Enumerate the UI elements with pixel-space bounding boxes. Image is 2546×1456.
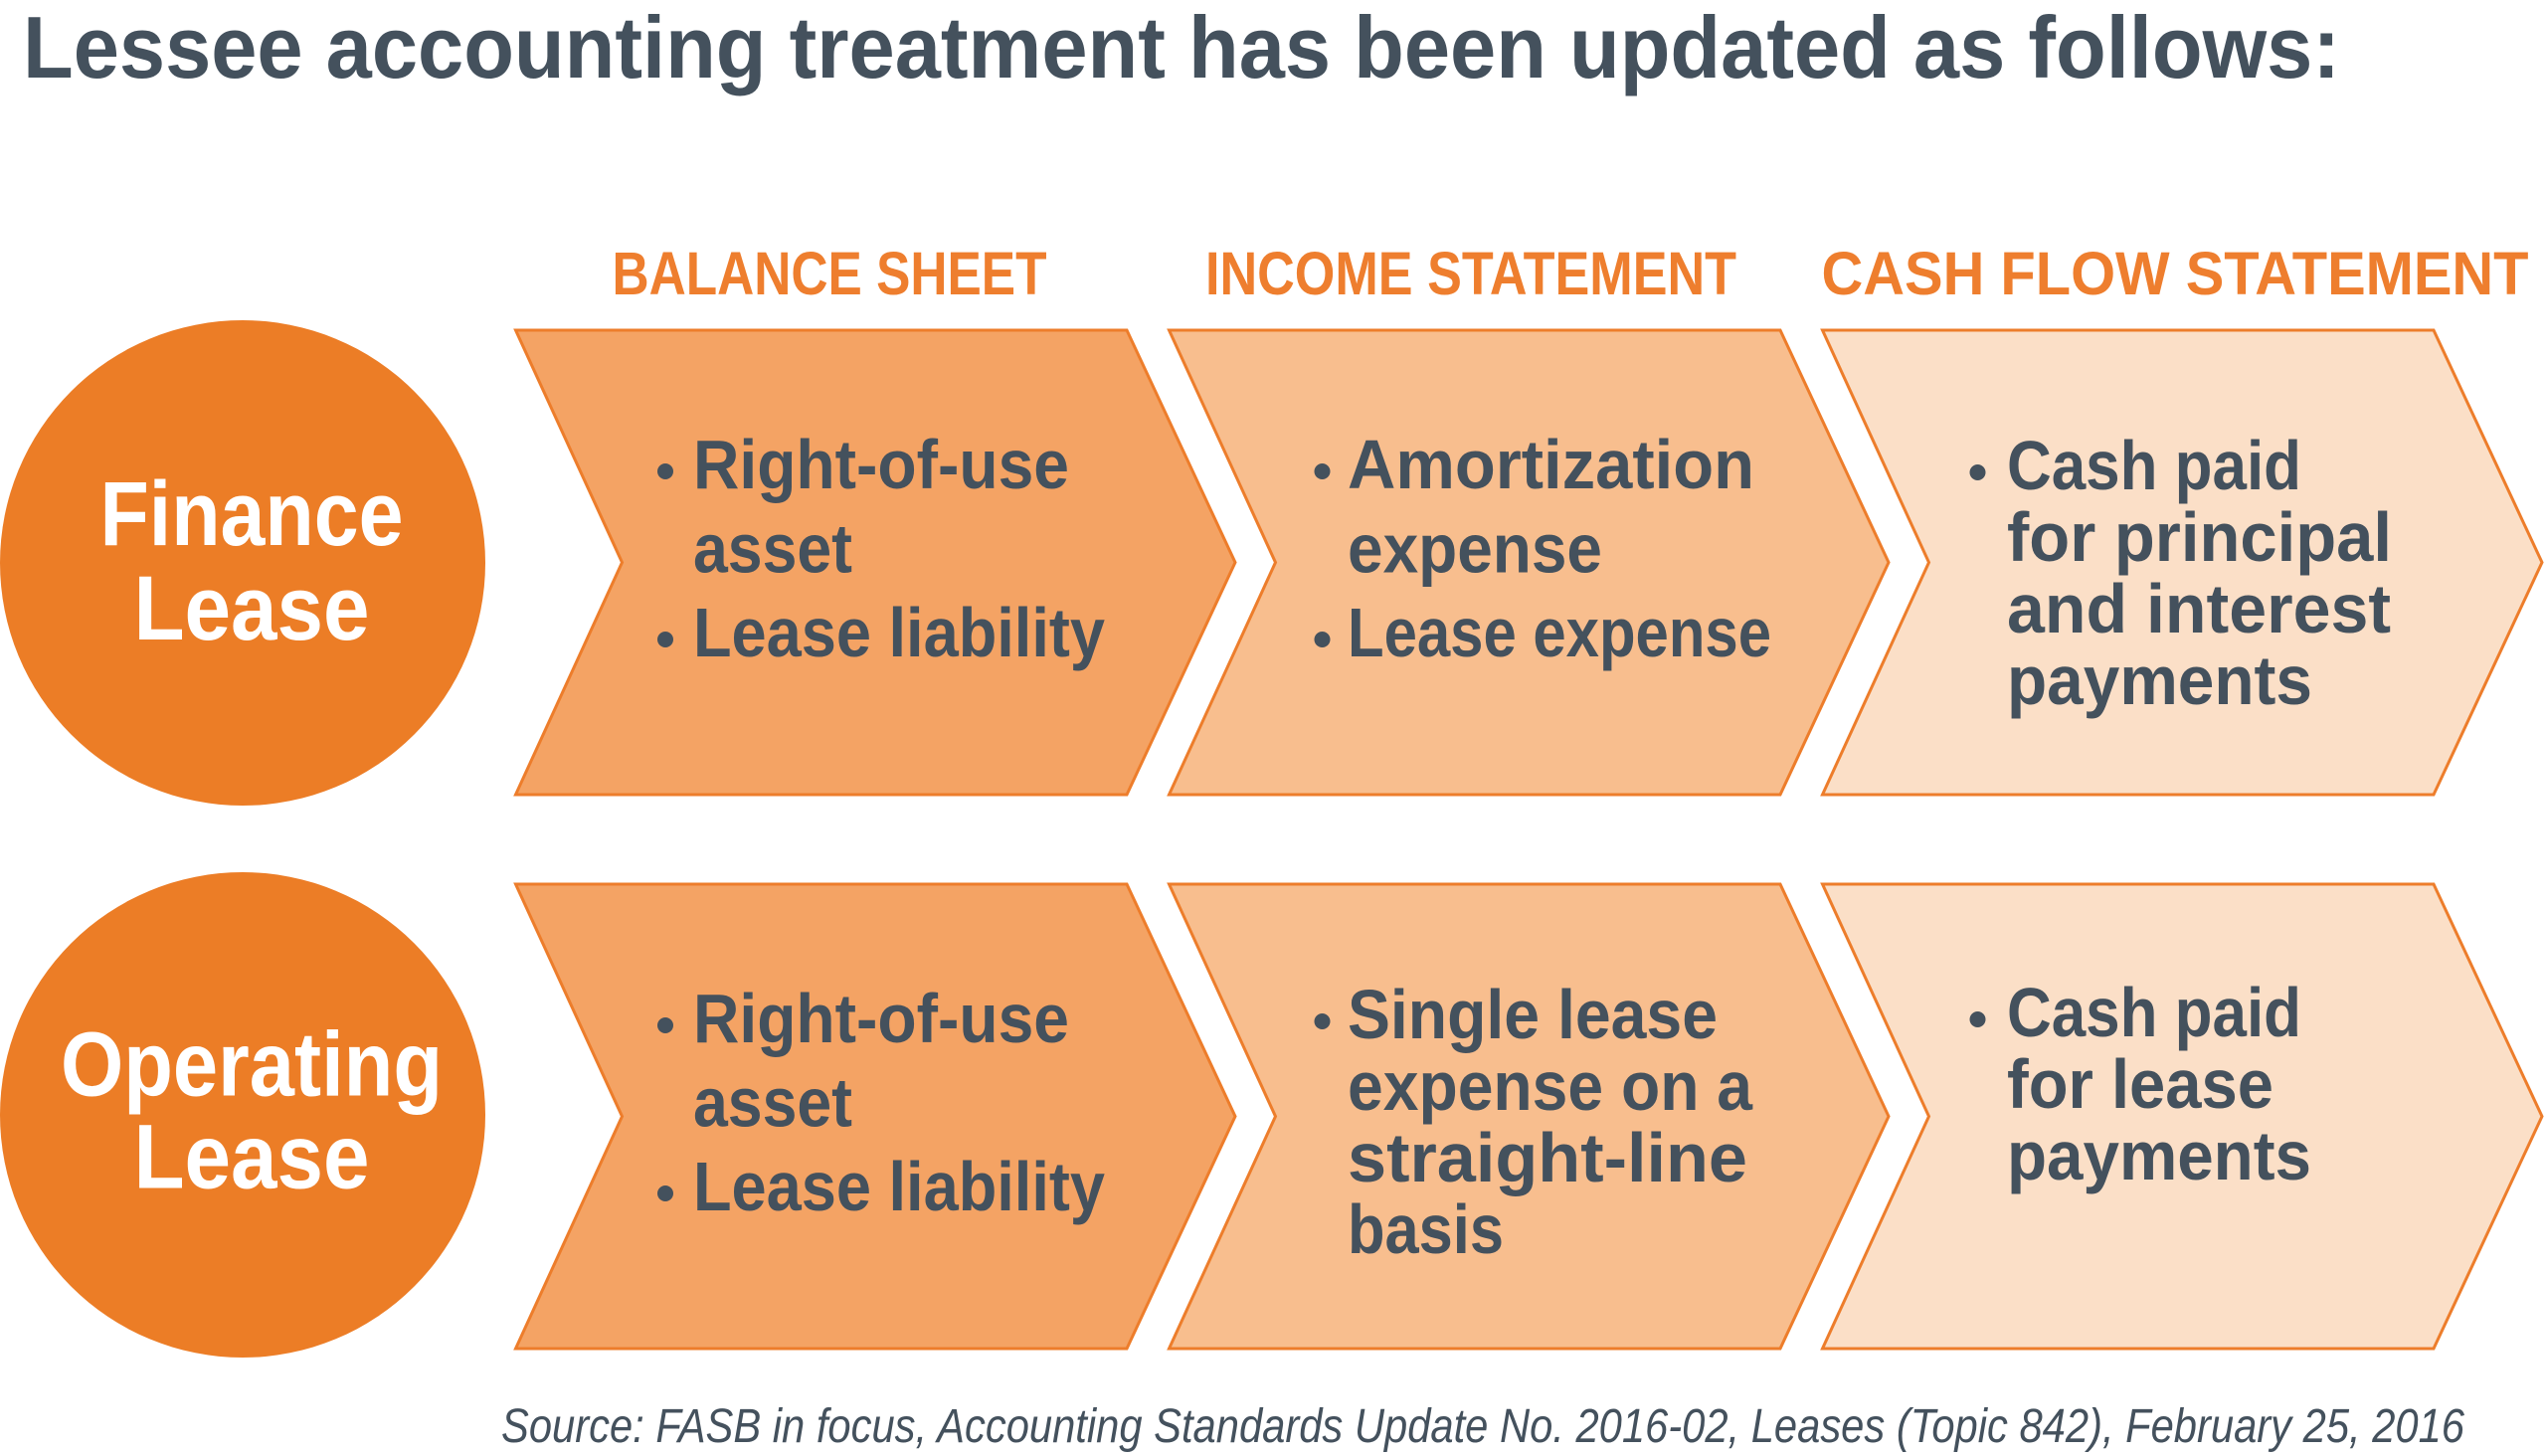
svg-text:Single lease: Single lease [1348,976,1718,1053]
svg-text:Lease: Lease [134,558,370,659]
svg-text:basis: basis [1348,1190,1504,1268]
svg-text:asset: asset [693,510,852,588]
svg-text:for principal: for principal [2007,498,2392,576]
svg-text:Lease liability: Lease liability [693,594,1105,671]
svg-text:straight-line: straight-line [1348,1119,1747,1196]
svg-text:and interest: and interest [2007,570,2391,647]
svg-text:Lease liability: Lease liability [693,1148,1105,1225]
svg-text:Right-of-use: Right-of-use [693,426,1069,503]
svg-text:Cash paid: Cash paid [2007,974,2301,1051]
svg-text:BALANCE SHEET: BALANCE SHEET [613,240,1047,307]
svg-text:CASH FLOW STATEMENT: CASH FLOW STATEMENT [1822,240,2529,307]
svg-text:for lease: for lease [2007,1045,2273,1123]
svg-text:expense: expense [1348,510,1602,588]
svg-text:payments: payments [2007,641,2312,719]
svg-text:asset: asset [693,1064,852,1142]
svg-text:Lease expense: Lease expense [1348,594,1771,671]
svg-text:payments: payments [2007,1117,2311,1194]
svg-text:Lease: Lease [134,1107,370,1208]
svg-text:Finance: Finance [100,463,404,565]
svg-text:expense on a: expense on a [1348,1047,1753,1125]
svg-text:Right-of-use: Right-of-use [693,980,1069,1057]
svg-text:Source: FASB in focus, Account: Source: FASB in focus, Accounting Standa… [501,1400,2464,1453]
svg-text:Operating: Operating [61,1014,443,1116]
svg-text:INCOME STATEMENT: INCOME STATEMENT [1205,240,1736,307]
svg-text:Cash paid: Cash paid [2007,427,2301,504]
svg-text:Lessee accounting treatment ha: Lessee accounting treatment has been upd… [23,0,2340,96]
svg-text:Amortization: Amortization [1348,426,1754,503]
